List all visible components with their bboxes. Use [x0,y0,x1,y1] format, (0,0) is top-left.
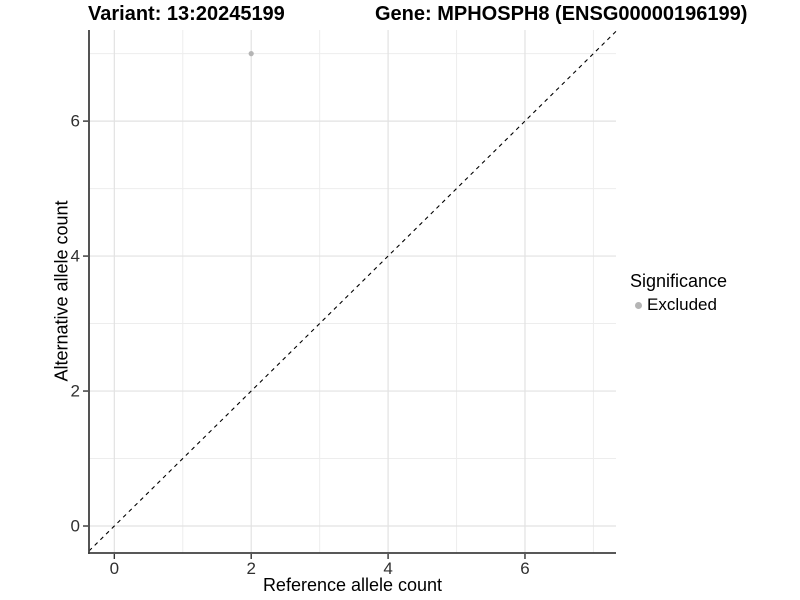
identity-line [88,30,617,552]
y-tick-label: 4 [71,247,80,266]
data-point [248,51,254,57]
variant-title: Variant: 13:20245199 [88,3,285,25]
legend-title: Significance [630,271,728,291]
gene-title: Gene: MPHOSPH8 (ENSG00000196199) [375,3,748,25]
y-tick-label: 2 [71,382,80,401]
x-tick-label: 0 [110,559,119,578]
legend-item-excluded: Excluded [630,295,727,315]
y-tick-label: 0 [71,517,80,536]
x-tick-label: 6 [520,559,529,578]
y-tick-label: 6 [71,112,80,131]
y-axis-label: Alternative allele count [51,200,72,382]
excluded-point-icon [635,301,642,309]
legend: Significance Excluded [630,271,727,315]
legend-item-label: Excluded [647,295,717,314]
x-tick-label: 2 [246,559,255,578]
x-axis-label: Reference allele count [262,575,443,595]
x-tick-label: 4 [383,559,392,578]
